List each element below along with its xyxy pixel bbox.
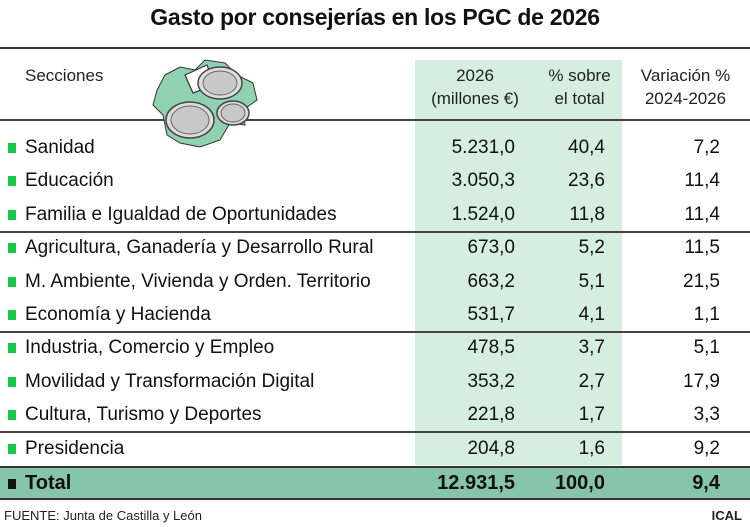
total-amount: 12.931,5 <box>437 472 515 494</box>
header-amount: 2026 (millones €) <box>415 64 535 110</box>
section-name: Sanidad <box>25 137 95 158</box>
table-row: Industria, Comercio y Empleo 478,5 3,7 5,1 <box>0 332 750 365</box>
table-row: Cultura, Turismo y Deportes 221,8 1,7 3,3 <box>0 399 750 432</box>
total-bullet <box>8 479 16 489</box>
share-value: 1,6 <box>578 437 605 459</box>
section-name: Movilidad y Transformación Digital <box>25 370 315 392</box>
row-bullet <box>8 443 16 454</box>
amount-value: 531,7 <box>467 304 515 325</box>
row-bullet <box>8 143 16 153</box>
section-name: Economía y Hacienda <box>25 304 211 325</box>
share-value: 40,4 <box>568 137 605 158</box>
table-row: Movilidad y Transformación Digital 353,2 2… <box>0 366 750 399</box>
table-row: Educación 3.050,3 23,6 11,4 <box>0 165 750 198</box>
section-name: Agricultura, Ganadería y Desarrollo Rura… <box>25 237 374 259</box>
section-name: M. Ambiente, Vivienda y Orden. Territori… <box>25 270 371 292</box>
amount-value: 478,5 <box>467 337 515 359</box>
row-bullet <box>8 376 16 387</box>
header-share: % sobre el total <box>537 64 622 110</box>
chart-title: Gasto por consejerías en los PGC de 2026 <box>150 4 600 30</box>
table-row: M. Ambiente, Vivienda y Orden. Territori… <box>0 266 750 299</box>
header-variation-line1: Variación % <box>640 66 731 85</box>
amount-value: 1.524,0 <box>451 203 515 225</box>
total-row: Total 12.931,5 100,0 9,4 <box>0 466 750 500</box>
header-share-line1: % sobre <box>548 66 611 85</box>
group-divider <box>0 431 750 433</box>
share-value: 4,1 <box>578 304 605 325</box>
total-share: 100,0 <box>554 472 605 494</box>
row-bullet <box>8 243 16 254</box>
share-value: 5,1 <box>578 270 605 292</box>
amount-value: 3.050,3 <box>451 170 515 192</box>
row-bullet <box>8 410 16 421</box>
section-name: Presidencia <box>25 437 125 459</box>
variation-value: 9,2 <box>693 437 720 459</box>
credit: ICAL <box>711 508 742 523</box>
group-divider <box>0 331 750 333</box>
row-bullet <box>8 209 16 220</box>
amount-value: 221,8 <box>467 404 515 426</box>
table-row: Economía y Hacienda 531,7 4,1 1,1 <box>0 299 750 332</box>
variation-value: 11,5 <box>684 237 720 259</box>
variation-value: 17,9 <box>683 370 720 392</box>
amount-value: 5.231,0 <box>451 137 515 158</box>
table-row: Familia e Igualdad de Oportunidades 1.524… <box>0 199 750 232</box>
castilla-y-leon-map-with-euro-coins-icon <box>152 59 258 148</box>
variation-value: 11,4 <box>684 170 720 192</box>
table-row: Agricultura, Ganadería y Desarrollo Rura… <box>0 232 750 265</box>
amount-value: 204,8 <box>467 437 515 459</box>
variation-value: 1,1 <box>693 304 720 325</box>
share-value: 2,7 <box>578 370 605 392</box>
share-value: 3,7 <box>578 337 605 359</box>
amount-share-column-shade <box>415 60 622 465</box>
header-amount-line1: 2026 <box>456 66 494 85</box>
row-bullet <box>8 176 16 187</box>
header-amount-line2: (millones €) <box>431 89 519 108</box>
section-name: Cultura, Turismo y Deportes <box>25 404 262 426</box>
share-value: 23,6 <box>568 170 605 192</box>
amount-value: 663,2 <box>467 270 515 292</box>
total-label: Total <box>25 472 72 494</box>
share-value: 11,8 <box>569 203 605 225</box>
variation-value: 11,4 <box>684 203 720 225</box>
header-variation: Variación % 2024-2026 <box>628 64 743 110</box>
row-bullet <box>8 343 16 354</box>
header-share-line2: el total <box>554 89 605 108</box>
table-row: Sanidad 5.231,0 40,4 7,2 <box>0 132 750 165</box>
share-value: 1,7 <box>578 404 605 426</box>
amount-value: 673,0 <box>467 237 515 259</box>
row-bullet <box>8 310 16 320</box>
header-divider <box>0 119 750 121</box>
table-row: Presidencia 204,8 1,6 9,2 <box>0 433 750 466</box>
variation-value: 7,2 <box>693 137 720 158</box>
share-value: 5,2 <box>578 237 605 259</box>
variation-value: 3,3 <box>693 404 720 426</box>
source-note: FUENTE: Junta de Castilla y León <box>4 508 202 523</box>
amount-value: 353,2 <box>467 370 515 392</box>
row-bullet <box>8 276 16 287</box>
header-sections: Secciones <box>25 66 104 85</box>
section-name: Familia e Igualdad de Oportunidades <box>25 203 337 225</box>
variation-value: 5,1 <box>693 337 720 359</box>
variation-value: 21,5 <box>683 270 720 292</box>
title-divider <box>0 47 750 49</box>
header-variation-line2: 2024-2026 <box>644 89 727 108</box>
section-name: Industria, Comercio y Empleo <box>25 337 275 359</box>
total-variation: 9,4 <box>692 472 720 494</box>
section-name: Educación <box>25 170 114 192</box>
group-divider <box>0 231 750 233</box>
